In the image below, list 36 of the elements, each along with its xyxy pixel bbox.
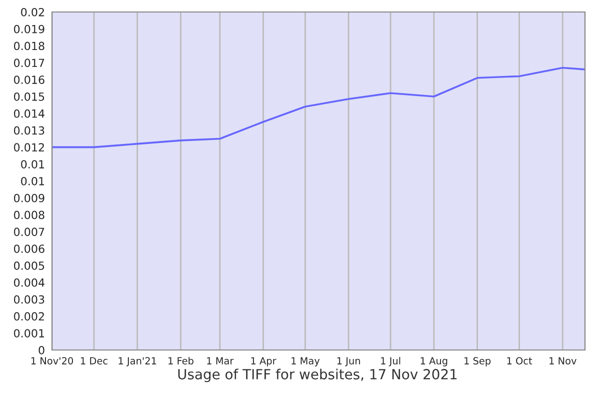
y-tick-label: 0.019 xyxy=(14,24,44,34)
y-tick-label: 0.005 xyxy=(14,261,44,270)
x-tick-label: 1 Sep xyxy=(464,357,491,366)
y-tick-label: 0.001 xyxy=(14,329,44,338)
y-tick-label: 0.007 xyxy=(14,228,44,236)
y-tick-label: 0.013 xyxy=(14,126,44,135)
y-tick-label: 0.003 xyxy=(14,295,44,304)
y-tick-label: 0.012 xyxy=(14,143,44,152)
x-tick-label: 1 Jun xyxy=(337,357,360,366)
y-tick-label: 0.014 xyxy=(14,109,44,118)
y-tick-label: 0.009 xyxy=(14,194,44,202)
y-tick-label: 0.018 xyxy=(14,42,44,50)
y-tick-label: 0 xyxy=(38,346,44,354)
x-tick-label: 1 May xyxy=(292,357,320,366)
x-tick-label: 1 Apr xyxy=(251,357,276,366)
y-tick-label: 0.004 xyxy=(14,278,44,287)
x-tick-label: 1 Dec xyxy=(80,357,108,364)
y-tick-label: 0.017 xyxy=(14,58,44,68)
x-tick-label: 1 Mar xyxy=(207,357,234,364)
y-tick-label: 0.01 xyxy=(21,160,44,168)
x-tick-label: 1 Nov xyxy=(550,357,576,364)
x-tick-label: 1 Aug xyxy=(420,357,448,366)
y-tick-label: 0.01 xyxy=(21,176,44,186)
y-tick-label: 0.02 xyxy=(21,8,44,16)
x-tick-label: 1 Oct xyxy=(507,357,532,364)
y-tick-label: 0.006 xyxy=(14,244,44,253)
x-tick-label: 1 Feb xyxy=(168,356,194,364)
x-tick-label: 1 Nov'20 xyxy=(31,357,73,364)
text: Usage of TIFF for websites, 17 Nov 2021 xyxy=(178,368,457,382)
y-tick-label: 0.015 xyxy=(14,92,44,101)
x-tick-label: 1 Jul xyxy=(381,356,400,366)
y-tick-label: 0.002 xyxy=(14,312,44,321)
y-tick-label: 0.016 xyxy=(14,76,44,84)
y-tick-label: 0.008 xyxy=(14,210,44,220)
line-series xyxy=(52,66,585,148)
x-tick-label: 1 Jan'21 xyxy=(118,357,156,366)
